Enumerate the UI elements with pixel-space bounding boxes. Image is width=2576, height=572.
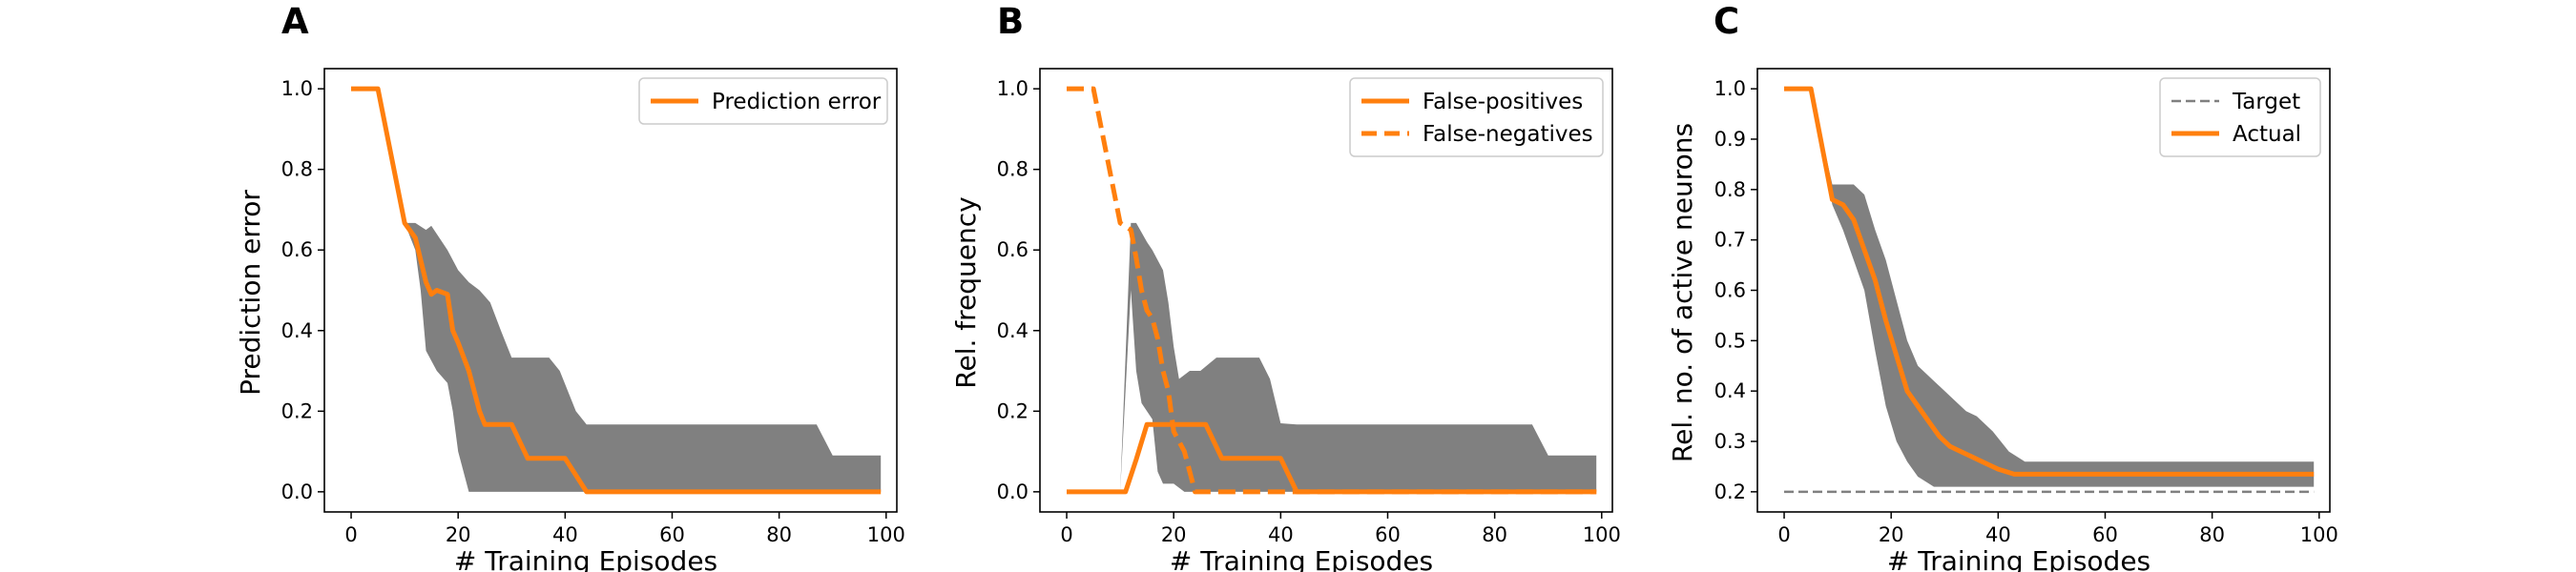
x-tick-label-b: 0: [1060, 523, 1072, 546]
x-tick-label-a: 40: [552, 523, 578, 546]
panel-letter-c: C: [1714, 1, 1739, 42]
legend-label-b: False-negatives: [1423, 122, 1593, 147]
y-tick-label-b: 0.4: [997, 319, 1028, 342]
y-tick-label-c: 0.6: [1714, 279, 1746, 302]
x-tick-label-a: 100: [867, 523, 905, 546]
y-tick-label-a: 1.0: [281, 77, 313, 100]
legend-label-b: False-positives: [1423, 90, 1583, 114]
y-tick-label-c: 0.7: [1714, 229, 1746, 252]
x-tick-label-a: 0: [344, 523, 357, 546]
y-tick-label-c: 0.8: [1714, 178, 1746, 201]
y-axis-label-b: Rel. frequency: [950, 196, 982, 388]
y-tick-label-b: 0.8: [997, 158, 1028, 181]
y-axis-label-c: Rel. no. of active neurons: [1667, 123, 1698, 462]
x-tick-label-c: 80: [2199, 523, 2225, 546]
series-line-prediction-error: [351, 86, 882, 495]
panel-letter-a: A: [281, 1, 309, 42]
y-tick-label-b: 0.2: [997, 399, 1028, 422]
x-tick-label-b: 20: [1161, 523, 1187, 546]
legend-label-a: Prediction error: [712, 90, 882, 114]
panel-letter-b: B: [997, 1, 1024, 42]
y-tick-label-c: 1.0: [1714, 77, 1746, 100]
x-tick-label-b: 60: [1375, 523, 1401, 546]
range-band-b: [1067, 222, 1597, 492]
range-band-a: [351, 89, 882, 492]
x-tick-label-c: 60: [2092, 523, 2118, 546]
y-tick-label-c: 0.9: [1714, 128, 1746, 151]
y-tick-label-c: 0.2: [1714, 480, 1746, 503]
x-tick-label-b: 40: [1268, 523, 1294, 546]
series-line-false-negatives: [1067, 86, 1597, 495]
x-axis-label-c: # Training Episodes: [1887, 545, 2150, 572]
y-tick-label-c: 0.4: [1714, 379, 1746, 402]
y-tick-label-b: 1.0: [997, 77, 1028, 100]
legend-b: [1349, 77, 1604, 157]
y-tick-label-a: 0.8: [281, 158, 313, 181]
panel-a: A # Training Episodes Prediction error 0…: [235, 1, 905, 572]
legend-a: [638, 77, 888, 125]
plot-frame-b: [1039, 68, 1613, 513]
x-tick-label-a: 20: [446, 523, 471, 546]
plot-frame-a: [323, 68, 898, 513]
x-tick-label-c: 0: [1777, 523, 1790, 546]
x-axis-label-a: # Training Episodes: [454, 545, 717, 572]
x-tick-label-a: 80: [766, 523, 792, 546]
range-band-c: [1784, 89, 2315, 487]
x-tick-label-c: 40: [1985, 523, 2011, 546]
panel-b: B # Training Episodes Rel. frequency 0 20…: [950, 1, 1621, 572]
series-line-false-positives: [1067, 421, 1597, 495]
legend-label-c: Actual: [2233, 122, 2301, 147]
y-tick-label-a: 0.0: [281, 480, 313, 503]
y-tick-label-a: 0.6: [281, 238, 313, 261]
legend-c: [2159, 77, 2321, 157]
panel-c: C # Training Episodes Rel. no. of active…: [1667, 1, 2338, 572]
y-axis-label-a: Prediction error: [235, 190, 266, 396]
x-tick-label-c: 100: [2300, 523, 2338, 546]
x-tick-label-b: 100: [1583, 523, 1621, 546]
x-tick-label-c: 20: [1879, 523, 1904, 546]
legend-label-c: Target: [2232, 90, 2300, 114]
y-tick-label-a: 0.2: [281, 399, 313, 422]
y-tick-label-b: 0.6: [997, 238, 1028, 261]
x-axis-label-b: # Training Episodes: [1170, 545, 1433, 572]
y-tick-label-b: 0.0: [997, 480, 1028, 503]
y-tick-label-c: 0.3: [1714, 430, 1746, 453]
y-tick-label-c: 0.5: [1714, 329, 1746, 352]
x-tick-label-b: 80: [1482, 523, 1507, 546]
x-tick-label-a: 60: [659, 523, 685, 546]
y-tick-label-a: 0.4: [281, 319, 313, 342]
series-line-actual: [1784, 86, 2315, 477]
